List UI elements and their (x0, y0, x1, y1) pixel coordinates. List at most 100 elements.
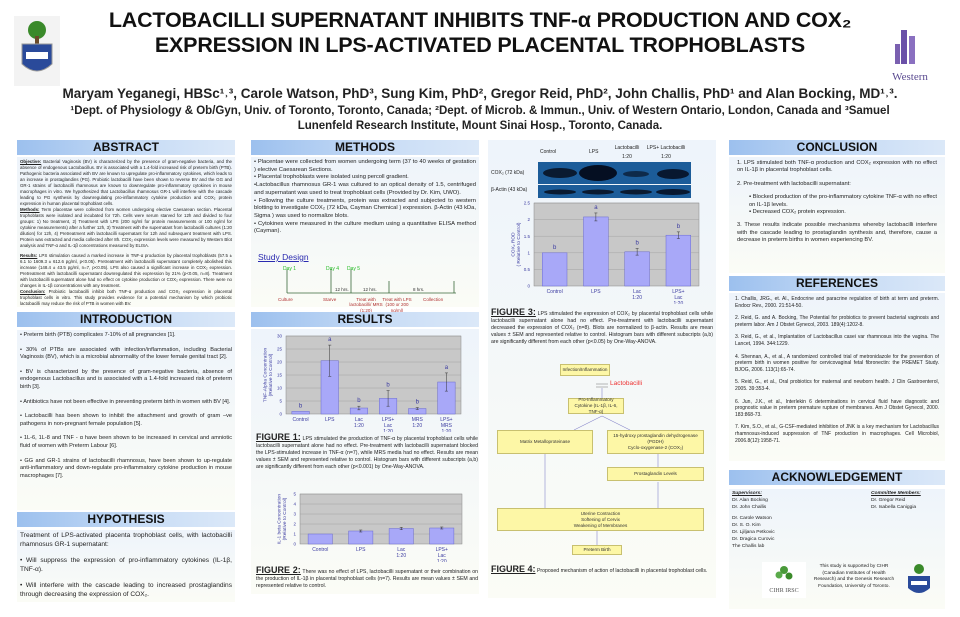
figure-2-caption-text: There was no effect of LPS, lactobacilli… (256, 569, 478, 589)
x-tick-label: Lac (438, 553, 447, 559)
conclusion-item: 2. Pre-treatment with lactobacilli super… (737, 180, 851, 187)
y-axis-label: IL-1 beta Concentration (277, 494, 283, 544)
flow-prostaglandin-box: Prostaglandin Levels (607, 467, 704, 481)
step-label: Collection (423, 297, 444, 302)
bar (388, 528, 414, 545)
x-tick-label: LPS (325, 417, 335, 423)
conclusion-subitem: ▪ Decreased COX₂ protein expression. (749, 209, 846, 216)
figure-3-chart: 00.511.522.5bControlaLPSbLac1:20bLPS+Lac… (511, 201, 700, 304)
reference-item: 4. Shennan, A., et al., A randomized con… (735, 353, 939, 373)
introduction-heading: INTRODUCTION (17, 312, 235, 327)
intro-item: • BV is characterized by the presence of… (20, 368, 232, 390)
hypothesis-item: • Will suppress the expression of pro-in… (20, 557, 232, 573)
title-line-1: LACTOBACILLI SUPERNATANT INHIBITS TNF-α … (108, 8, 852, 32)
significance-label: b (386, 383, 390, 389)
reference-item: 3. Reid, G., et al., Implantation of Lac… (735, 334, 939, 347)
study-design-title: Study Design (258, 252, 309, 262)
crest-icon (908, 564, 930, 593)
western-logo: Western (885, 26, 935, 83)
y-tick-label: 20 (277, 360, 283, 365)
y-tick-label: 0 (279, 412, 282, 417)
cihr-logo-text: CIHR IRSC (769, 587, 799, 594)
x-tick-label: LPS+ (440, 417, 452, 423)
intro-item: • 30% of PTBs are associated with infect… (20, 346, 232, 361)
flow-cytokine-box: Pro-Inflammatory Cytokine (IL-1β, IL-6, … (568, 397, 624, 414)
significance-label: b (635, 240, 639, 246)
hypothesis-intro: Treatment of LPS-activated placenta trop… (20, 532, 232, 548)
intro-item: • GG and GR-1 strains of lactobacilli rh… (20, 457, 232, 479)
figure-4-caption: FIGURE 4: Proposed mechanism of action o… (491, 565, 713, 575)
x-tick-label: Lac (397, 547, 406, 553)
title-line-2: EXPRESSION IN LPS-ACTIVATED PLACENTAL TR… (154, 33, 806, 57)
figure-2-caption: FIGURE 2: There was no effect of LPS, la… (256, 565, 478, 590)
references-heading: REFERENCES (729, 276, 945, 291)
y-tick-label: 15 (277, 373, 283, 378)
bar (291, 411, 310, 415)
y-tick-label: 1 (527, 250, 530, 255)
objective-text: Bacterial Vaginosis (BV) is characterize… (20, 159, 232, 206)
mechanism-flowchart-arrows (544, 383, 659, 545)
figure-1-label: FIGURE 1: (256, 432, 301, 442)
flow-infection-box: Infection/Inflammation (560, 364, 610, 376)
flow-pgdh-text: 15-hydroxy prostaglandin dehydrogenase (… (613, 433, 698, 444)
supervisor-name: Dr. John Challis (732, 504, 767, 510)
x-tick-label: LPS (356, 547, 366, 553)
acknowledged-name: The Challis lab (732, 543, 765, 549)
conclusion-subitem-text: Decreased COX₂ protein expression. (752, 209, 846, 216)
methods-item: • Cytokines were measured in the culture… (254, 220, 476, 235)
x-tick-label: 1:20 (412, 423, 422, 429)
significance-label: a (594, 205, 598, 211)
y-tick-label: 2 (293, 522, 296, 527)
y-tick-label: 1 (293, 532, 296, 537)
figure-2-label: FIGURE 2: (256, 565, 301, 575)
flow-uterine-text: Weakening of Membranes (573, 522, 628, 528)
blot-lane-label: Control (540, 149, 557, 155)
university-of-toronto-logo (902, 562, 936, 598)
abstract-heading: ABSTRACT (17, 140, 235, 155)
flow-uterine-text: Softening of Cervix (581, 516, 620, 522)
conclusion-subitem: ▪ Blocked production of the pro-inflamma… (749, 194, 937, 208)
bar (583, 216, 609, 287)
y-axis-label: TNF-Alpha Concentration (263, 347, 269, 402)
reference-item: 5. Reid, G., et al., Oral probiotics for… (735, 379, 939, 392)
y-tick-label: 0 (527, 284, 530, 289)
methods-item: • Placental trophoblasts were isolated u… (254, 174, 409, 181)
reference-item: 1. Challis, JRG., et. Al., Endocrine and… (735, 296, 939, 309)
figure-3-label: FIGURE 3: (491, 307, 536, 317)
cihr-leaf-icon (775, 566, 793, 580)
figure-3-caption-text: LPS stimulated the expression of COX₂ by… (491, 311, 713, 345)
y-axis-label: ( Relative to Control) (516, 222, 522, 266)
committee-member: Dr. Isabella Caniggia (871, 504, 917, 510)
introduction-section: • Preterm birth (PTB) complicates 7-10% … (17, 330, 235, 510)
western-logo-text: Western (892, 71, 928, 83)
day-label: Day 5 (347, 266, 360, 272)
methods-section: • Placentae were collected from women un… (251, 157, 479, 307)
acknowledged-name: Dr. Carole Watson (732, 516, 772, 522)
bar (429, 527, 455, 545)
blot-lane-label: LPS (589, 149, 599, 155)
x-tick-label: Lac (355, 417, 364, 423)
methods-item: • Placentae were collected from women un… (254, 159, 476, 173)
acknowledgement-section: Supervisors: Dr. Alan Bocking Dr. John C… (729, 489, 945, 609)
flow-pgdh-box: 15-hydroxy prostaglandin dehydrogenase (… (607, 430, 704, 454)
significance-label: a (445, 365, 449, 371)
hypothesis-item: • Will interfere with the cascade leadin… (20, 582, 232, 598)
blot-lane-label: Lactobacilli 1:20 (614, 145, 640, 160)
supervisor-name: Dr. Alan Bocking (732, 497, 768, 503)
x-tick-label: Control (293, 417, 309, 423)
interval-label: 8 hrs. (413, 287, 424, 292)
y-tick-label: 2.5 (524, 201, 531, 206)
x-tick-label: Control (312, 547, 328, 553)
x-tick-label: Lac (674, 295, 683, 301)
y-tick-label: 25 (277, 347, 283, 352)
y-tick-label: 5 (279, 399, 282, 404)
step-label: Culture (278, 297, 293, 302)
results-text: LPS stimulation caused a marked increase… (20, 253, 232, 288)
significance-label: b (416, 400, 420, 406)
committee-label: Committee Members: (871, 491, 921, 496)
y-tick-label: 0 (293, 542, 296, 547)
y-tick-label: 2 (527, 217, 530, 222)
y-axis-label: COX₂ ROD (511, 232, 517, 257)
western-tower-icon (895, 30, 915, 64)
